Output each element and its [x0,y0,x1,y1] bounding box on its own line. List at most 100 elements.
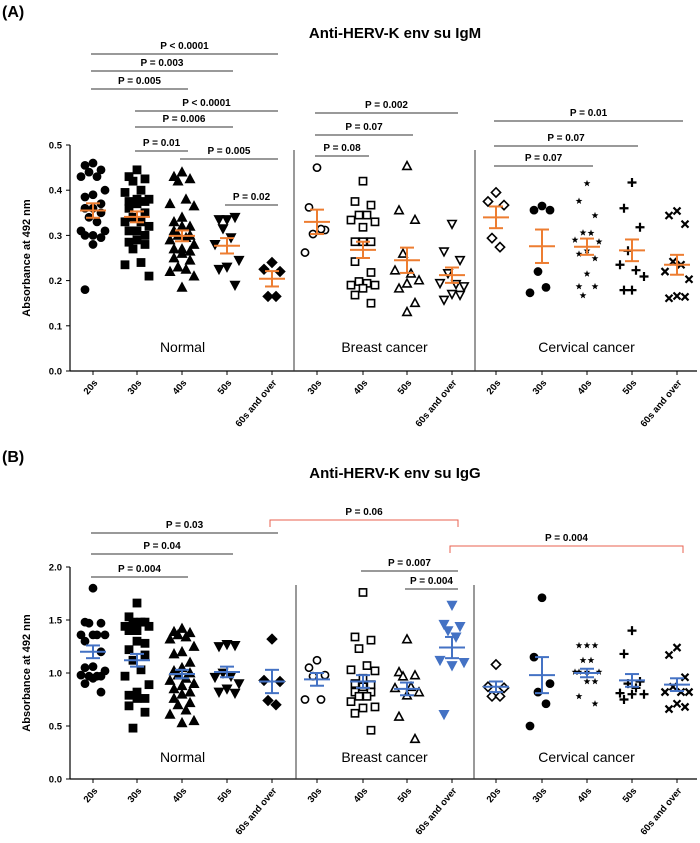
circle-marker [84,167,94,177]
tri-up-marker [176,281,188,292]
tri-up-marker [397,670,409,681]
star-marker [583,270,591,277]
diamond-marker [498,199,510,211]
square-marker [136,185,146,195]
tri-down-marker [233,679,245,690]
tri-down-marker [209,240,221,251]
square-marker [346,215,356,225]
p-value-label: P = 0.03 [166,520,204,531]
plus-marker [627,178,637,188]
star-marker [595,668,603,675]
x-tick-label: 50s [396,378,415,397]
plus-marker [631,683,641,693]
tri-up-marker [180,193,192,204]
circle-marker [316,695,326,704]
x-tick-label: 30s [531,378,550,397]
tri-down-marker [229,688,241,700]
tri-up-marker [176,622,188,633]
tri-down-marker [458,282,470,293]
square-marker [350,197,360,206]
tri-up-marker [413,274,425,285]
square-marker [358,588,368,597]
p-value-label: P = 0.08 [323,143,361,154]
square-marker [120,260,130,270]
p-value-label: P = 0.007 [388,558,431,569]
x-tick-label: 30s [126,378,145,397]
diamond-marker [262,694,274,707]
p-value-label: P < 0.0001 [182,98,231,109]
tri-up-marker [164,265,176,276]
square-marker [124,690,134,700]
tri-up-marker [164,674,176,685]
circle-marker [80,663,90,673]
comparison-bracket [449,545,684,553]
plus-marker [615,260,625,270]
circle-marker [312,163,322,172]
star-marker [587,229,595,237]
circle-marker [88,583,98,593]
tri-up-marker [184,656,196,667]
star-marker [579,229,587,236]
group-label: Normal [160,339,205,355]
x-tick-label: 50s [621,786,640,805]
circle-marker [533,687,543,697]
x-tick-label: 40s [352,378,371,397]
square-marker [144,271,154,281]
tri-down-marker [454,621,466,633]
tri-up-marker [184,173,196,184]
cross-marker [664,293,674,303]
plus-marker [627,285,637,295]
square-marker [366,200,376,210]
circle-marker [96,165,106,175]
square-marker [140,650,150,660]
y-tick-label: 0.5 [49,141,63,152]
star-marker [591,700,599,707]
square-marker [358,283,368,293]
x-tick-label: 50s [621,378,640,397]
p-value-label: P < 0.0001 [160,41,209,52]
circle-marker [537,201,547,211]
star-marker [575,282,583,290]
circle-marker [525,288,535,298]
p-value-label: P = 0.004 [545,533,588,544]
square-marker [350,632,360,642]
tri-up-marker [168,648,180,659]
panel-b-ylabel: Absorbance at 492 nm [21,614,33,732]
circle-marker [92,172,102,182]
square-marker [354,210,364,220]
square-marker [144,680,154,690]
p-value-label: P = 0.004 [118,564,161,575]
p-value-label: P = 0.002 [365,100,408,111]
tri-up-marker [409,213,421,224]
cross-marker [680,672,690,682]
p-value-label: P = 0.003 [141,58,184,69]
square-marker [346,665,356,675]
plus-marker [627,689,637,699]
star-marker [591,641,599,649]
circle-marker [80,679,90,688]
x-tick-label: 40s [576,786,595,805]
p-value-label: P = 0.005 [118,76,161,87]
tri-up-marker [397,247,409,258]
circle-marker [100,630,110,640]
square-marker [366,268,376,277]
circle-marker [96,687,106,697]
square-marker [132,598,142,608]
cross-marker [664,211,674,220]
star-marker [571,236,579,243]
cross-marker [664,704,674,714]
square-marker [120,671,130,681]
x-tick-label: 30s [126,786,145,805]
square-marker [350,708,360,718]
circle-marker [545,679,555,688]
group-label: Cervical cancer [538,749,635,765]
x-tick-label: 60s and over [234,786,280,838]
square-marker [128,176,138,186]
tri-up-marker [409,296,421,308]
square-marker [124,203,134,213]
diamond-marker [482,195,494,208]
tri-up-marker [401,633,413,644]
circle-marker [525,721,535,731]
circle-marker [100,226,110,236]
square-marker [132,694,142,703]
